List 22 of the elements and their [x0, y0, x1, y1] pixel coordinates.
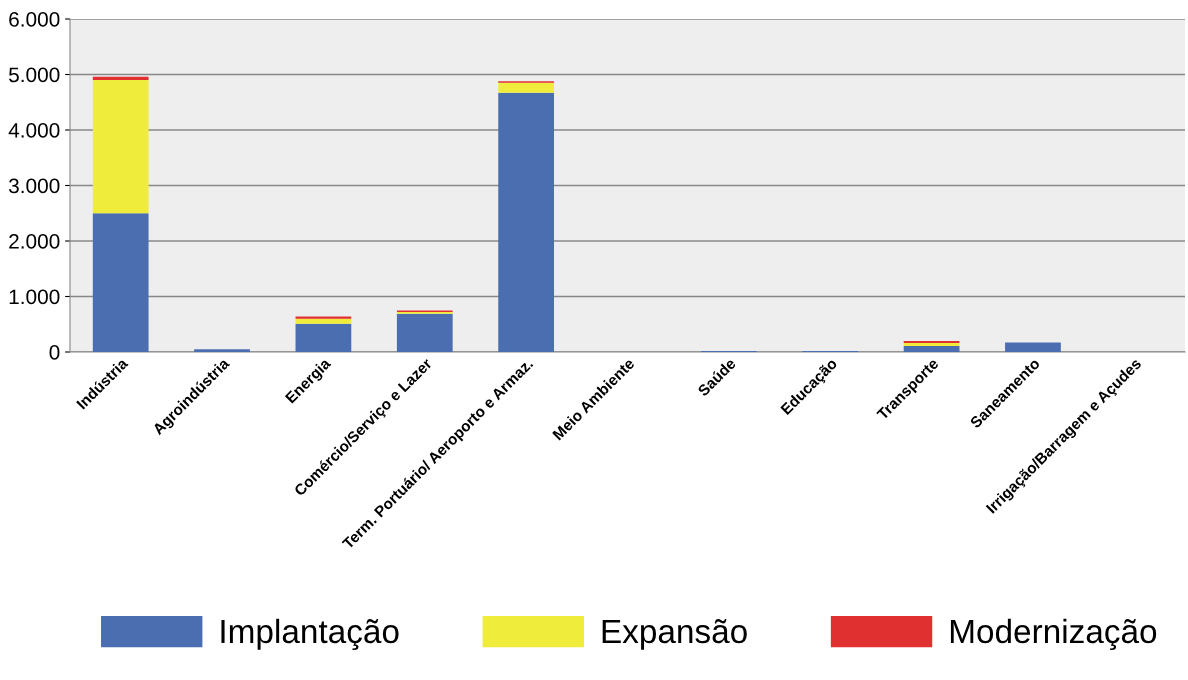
bar — [498, 92, 555, 352]
bar — [92, 76, 149, 81]
y-tick-label: 0 — [49, 345, 60, 360]
legend-label: Expansão — [602, 619, 747, 650]
bar — [1005, 342, 1061, 352]
bar — [295, 318, 352, 324]
y-tick-label: 1.000 — [9, 289, 60, 305]
bar — [295, 323, 352, 352]
y-tick-label: 2.000 — [9, 234, 60, 249]
y-tick-label: 4.000 — [8, 123, 60, 138]
bar — [295, 316, 352, 319]
y-tick-label: 3.000 — [8, 178, 60, 194]
legend-label: Implantação — [221, 618, 399, 650]
bar — [92, 80, 149, 214]
legend-label: Modernização — [950, 618, 1157, 650]
bar — [194, 349, 250, 352]
bar — [396, 313, 453, 352]
y-tick-label: 6.000 — [9, 12, 60, 27]
bar — [498, 82, 555, 93]
bar — [92, 213, 149, 352]
y-tick-label: 5.000 — [8, 67, 60, 83]
bar — [903, 345, 960, 352]
